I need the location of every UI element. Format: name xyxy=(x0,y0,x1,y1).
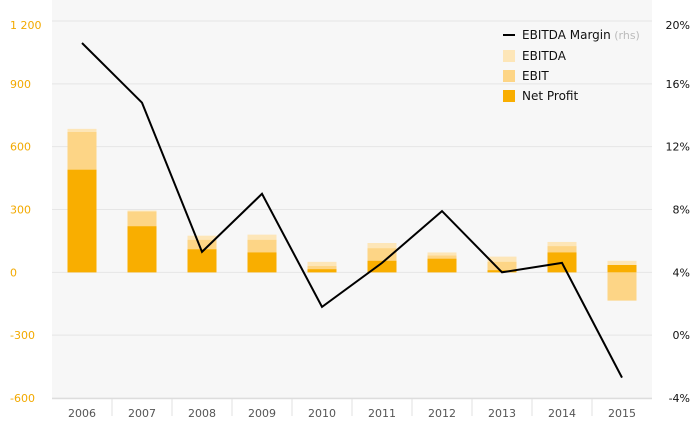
ebit-bar-2015 xyxy=(607,272,637,301)
legend-item-ebit: EBIT xyxy=(503,69,549,83)
right-axis-tick-label: 4% xyxy=(673,266,690,279)
legend-label: EBITDA xyxy=(522,49,567,63)
left-axis-tick-label: 0 xyxy=(10,266,17,279)
x-axis-tick-label: 2007 xyxy=(128,407,156,420)
ebit-bar-2010 xyxy=(307,266,337,273)
right-axis-tick-label: 8% xyxy=(673,204,690,217)
x-axis-tick-label: 2010 xyxy=(308,407,336,420)
left-axis: 1 200 900 600 300 0 -300 -600 xyxy=(10,19,42,405)
right-axis-tick-label: -4% xyxy=(669,392,690,405)
left-axis-tick-label: -300 xyxy=(10,329,35,342)
left-axis-tick-label: 300 xyxy=(10,204,31,217)
left-axis-tick-label: 600 xyxy=(10,141,31,154)
legend: EBITDA Margin (rhs) EBITDA EBIT Net Profit xyxy=(503,28,640,103)
x-axis-tick-label: 2009 xyxy=(248,407,276,420)
legend-item-net-profit: Net Profit xyxy=(503,89,578,103)
x-axis-tick-label: 2015 xyxy=(608,407,636,420)
x-axis-tick-label: 2012 xyxy=(428,407,456,420)
legend-color-swatch xyxy=(503,50,515,62)
legend-label: EBIT xyxy=(522,69,549,83)
plot-background xyxy=(52,0,652,400)
net-profit-bar-2015 xyxy=(607,265,637,273)
legend-color-swatch xyxy=(503,70,515,82)
legend-item-ebitda-margin: EBITDA Margin (rhs) xyxy=(503,28,640,42)
x-axis-tick-label: 2011 xyxy=(368,407,396,420)
legend-label: Net Profit xyxy=(522,89,578,103)
ebit-bar-2013 xyxy=(487,261,517,273)
right-axis-tick-label: 20% xyxy=(666,19,690,32)
right-axis-tick-label: 0% xyxy=(673,329,690,342)
net-profit-bar-2009 xyxy=(247,252,277,273)
x-axis-tick-label: 2006 xyxy=(68,407,96,420)
net-profit-bar-2007 xyxy=(127,226,157,273)
x-axis-tick-label: 2008 xyxy=(188,407,216,420)
ebitda-margin-line xyxy=(81,42,623,379)
left-axis-tick-label: 1 200 xyxy=(10,19,42,32)
left-axis-tick-label: 900 xyxy=(10,78,31,91)
bars xyxy=(67,128,637,301)
right-axis: 20% 16% 12% 8% 4% 0% -4% xyxy=(666,19,690,405)
grid-lines xyxy=(52,20,652,416)
left-axis-tick-label: -600 xyxy=(10,392,35,405)
legend-item-ebitda: EBITDA xyxy=(503,49,567,63)
legend-rhs-note: (rhs) xyxy=(611,29,640,42)
net-profit-bar-2012 xyxy=(427,258,457,273)
x-axis: 2006 2007 2008 2009 2010 2011 2012 2013 2014 2015 xyxy=(68,407,636,420)
right-axis-tick-label: 16% xyxy=(666,78,690,91)
net-profit-bar-2006 xyxy=(67,169,97,273)
ebitda-margin-line-layer xyxy=(81,42,623,379)
right-axis-tick-label: 12% xyxy=(666,141,690,154)
x-axis-tick-label: 2013 xyxy=(488,407,516,420)
legend-label: EBITDA Margin (rhs) xyxy=(522,28,640,42)
net-profit-bar-2010 xyxy=(307,269,337,273)
net-profit-bar-2008 xyxy=(187,249,217,273)
x-axis-tick-label: 2014 xyxy=(548,407,576,420)
net-profit-bar-2011 xyxy=(367,260,397,273)
legend-color-swatch xyxy=(503,90,515,102)
